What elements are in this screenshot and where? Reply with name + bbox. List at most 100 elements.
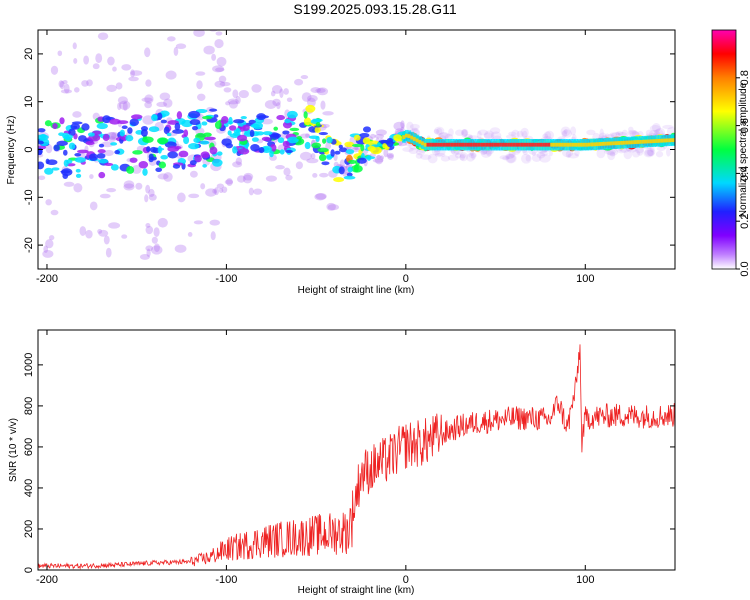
spectrogram-cell (148, 193, 157, 201)
spectrogram-cell (343, 175, 356, 180)
spectrogram-cell (306, 97, 316, 107)
spectrogram-cell (321, 161, 330, 166)
spectrogram-cell (121, 234, 128, 239)
spectrogram-band-core (547, 142, 552, 147)
spectrogram-cell (38, 128, 46, 133)
spectrogram-cell (110, 142, 118, 146)
spectrogram-band-core (625, 140, 630, 145)
spectrogram-cell (651, 123, 661, 133)
spectrogram-band-core (550, 142, 554, 147)
spectrogram-cell (386, 152, 394, 158)
spectrogram-cell (538, 153, 551, 163)
spectrogram-cell (157, 137, 169, 145)
spectrogram-cell (599, 128, 604, 139)
spectrogram-band-core (606, 141, 611, 146)
spectrogram-cell (409, 123, 420, 130)
spectrogram-band-core (469, 142, 474, 147)
spectrogram-cell (202, 115, 213, 120)
spectrogram-cell (140, 129, 148, 137)
spectrogram-cell (157, 112, 163, 121)
spectrogram-cell (656, 146, 666, 152)
spectrogram-cell (367, 145, 376, 152)
spectrogram-cell (173, 46, 179, 57)
spectrogram-y-tick-label: 0 (23, 146, 35, 152)
spectrogram-cell (276, 115, 286, 121)
spectrogram-cell (50, 65, 59, 75)
spectrogram-band-core (604, 141, 608, 146)
spectrogram-cell (89, 174, 94, 179)
spectrogram-cell (51, 167, 60, 171)
spectrogram-cell (310, 87, 322, 94)
spectrogram-cell (85, 229, 93, 239)
spectrogram-cell (110, 164, 119, 171)
spectrogram-cell (617, 131, 627, 137)
spectrogram-cell (157, 217, 168, 228)
spectrogram-cell (438, 132, 451, 139)
spectrogram-cell (631, 149, 641, 158)
spectrogram-cell (318, 131, 329, 136)
spectrogram-cell (212, 65, 225, 73)
spectrogram-cell (106, 187, 117, 193)
spectrogram-band-core (558, 142, 562, 147)
spectrogram-cell (92, 63, 100, 70)
spectrogram-cell (238, 89, 249, 99)
spectrogram-band-core (566, 142, 570, 147)
spectrogram-cell (353, 134, 361, 141)
spectrogram-band-core (493, 142, 498, 147)
spectrogram-cell (643, 149, 655, 158)
spectrogram-cell (330, 149, 335, 157)
spectrogram-cell (145, 225, 154, 235)
spectrogram-band-core (582, 142, 587, 147)
spectrogram-cell (596, 148, 606, 159)
spectrogram-cell (282, 140, 290, 148)
spectrogram-cell (177, 192, 186, 203)
spectrogram-cell (257, 115, 270, 119)
colorbar-tick-label: 0.4 (739, 166, 750, 181)
spectrogram-cell (490, 127, 501, 135)
spectrogram-cell (226, 178, 233, 186)
spectrogram-cell (157, 173, 169, 180)
spectrogram-cell (561, 130, 568, 138)
snr-x-tick-label: -100 (215, 574, 237, 586)
spectrogram-cell (516, 130, 524, 138)
spectrogram-cell (283, 167, 291, 176)
spectrogram-cell (145, 245, 154, 252)
spectrogram-cell (144, 47, 151, 58)
spectrogram-cell (97, 229, 103, 234)
spectrogram-cell (108, 136, 116, 143)
spectrogram-cell (255, 131, 265, 136)
spectrogram-cell (531, 151, 536, 156)
spectrogram-cell (114, 150, 121, 155)
spectrogram-cell (59, 80, 65, 90)
spectrogram-cell (145, 222, 151, 228)
spectrogram-cell (211, 158, 223, 167)
spectrogram-cell (586, 129, 596, 136)
spectrogram-cell (200, 151, 210, 159)
spectrogram-cell (211, 53, 217, 61)
spectrogram-band-core (474, 142, 479, 147)
spectrogram-cell (270, 90, 276, 97)
spectrogram-cell (218, 188, 224, 194)
spectrogram-cell (411, 127, 419, 132)
spectrogram-cell (203, 132, 212, 137)
spectrogram-cell (408, 147, 419, 155)
spectrogram-cell (333, 161, 339, 168)
spectrogram-cell (209, 146, 218, 155)
spectrogram-cell (97, 149, 106, 154)
spectrogram-cell (326, 155, 333, 160)
spectrogram-cell (339, 147, 348, 153)
spectrogram-band-core (666, 138, 670, 143)
spectrogram-band-core (445, 142, 449, 147)
spectrogram-cell (520, 127, 529, 138)
spectrogram-cell (362, 137, 371, 145)
spectrogram-cell (130, 114, 143, 120)
spectrogram-cell (261, 136, 271, 142)
spectrogram-band-core (561, 142, 565, 147)
spectrogram-cell (214, 38, 224, 49)
spectrogram-cell (130, 70, 143, 76)
spectrogram-cell (543, 131, 552, 140)
spectrogram-cell (232, 161, 243, 168)
spectrogram-band-core (512, 142, 517, 147)
spectrogram-cell (38, 140, 44, 145)
